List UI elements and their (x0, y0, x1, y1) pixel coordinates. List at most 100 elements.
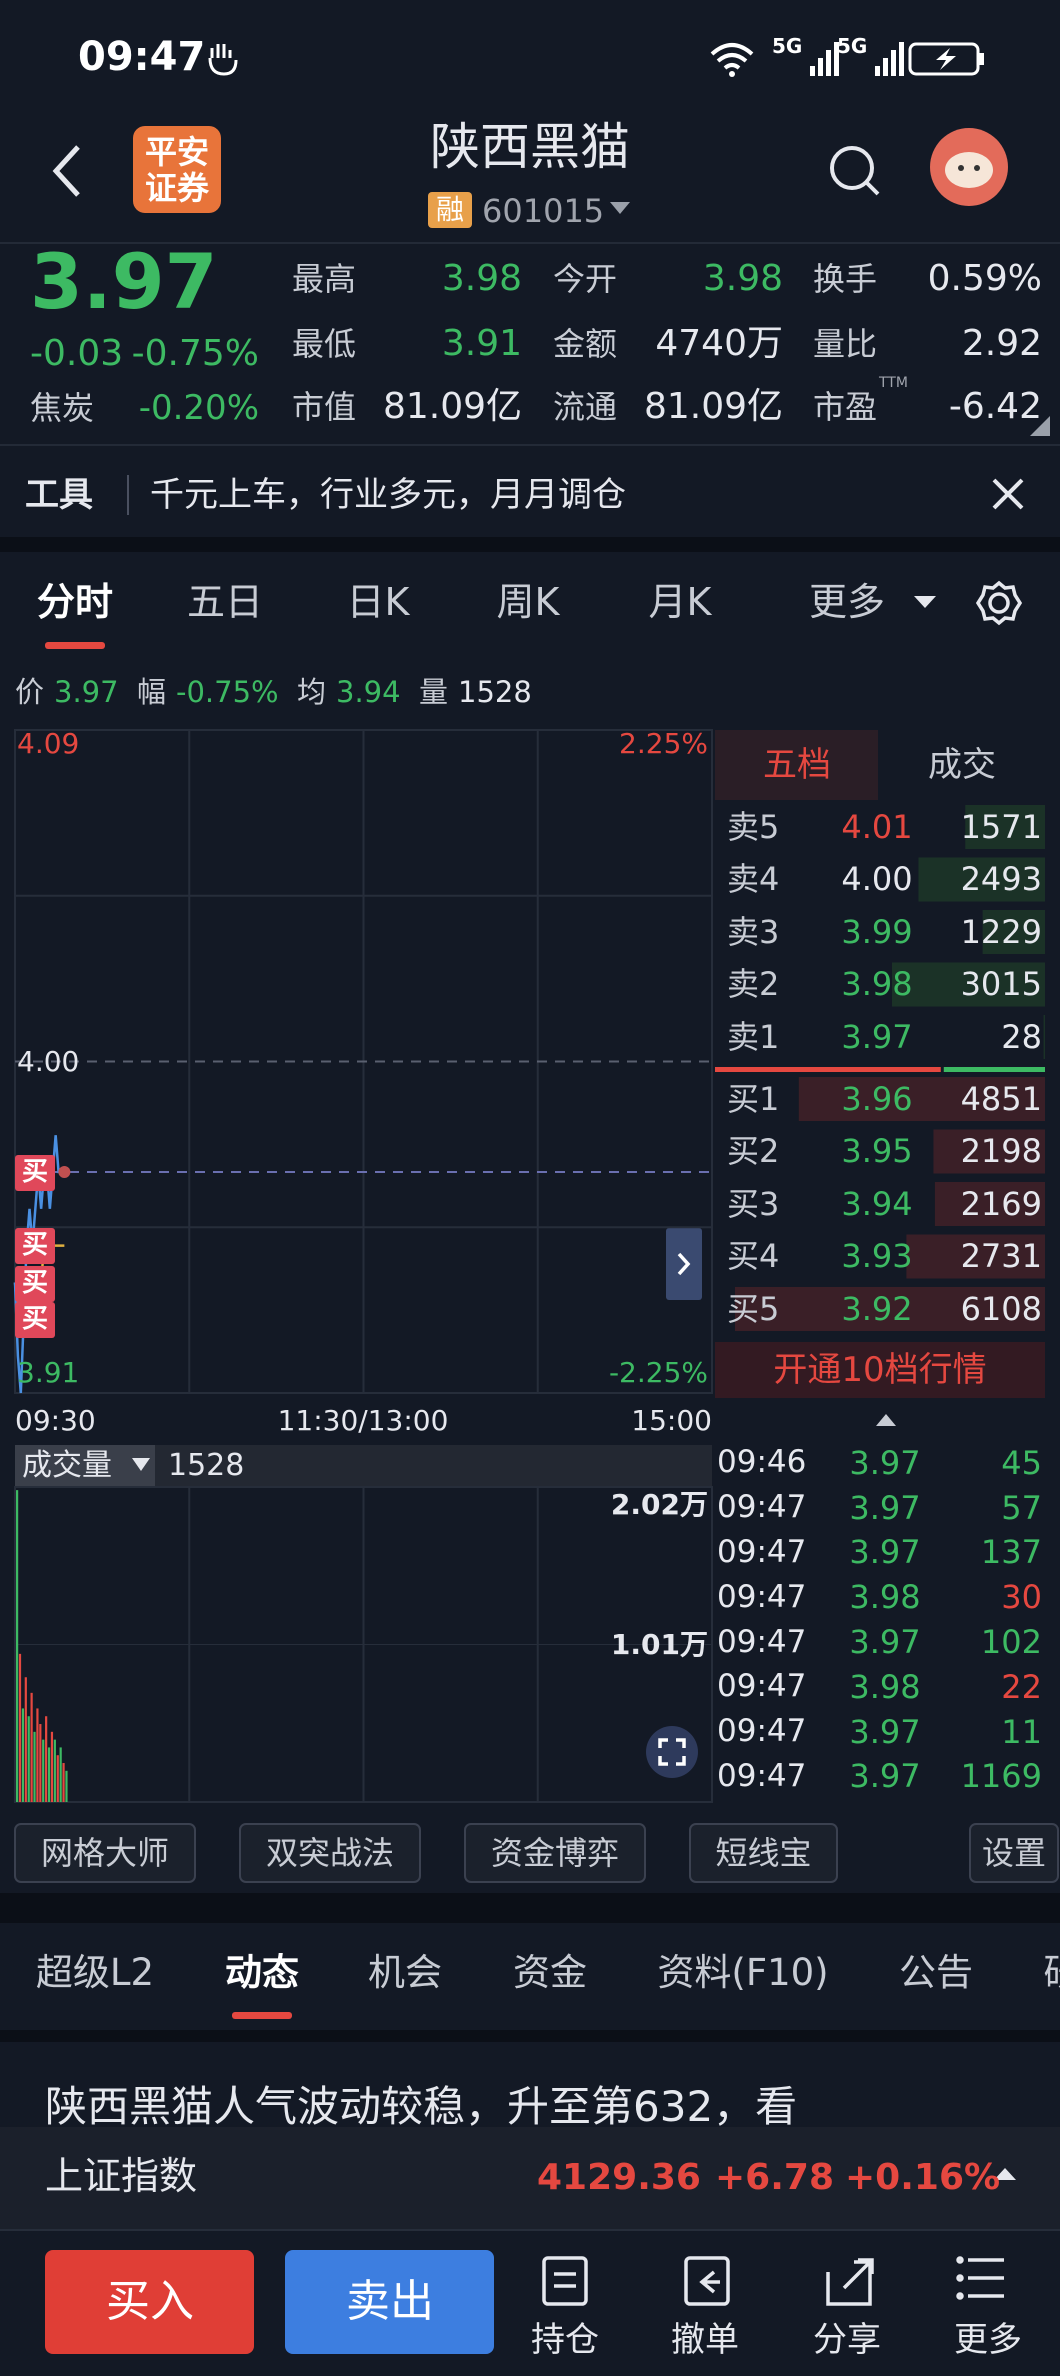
book-volume: 2169 (960, 1184, 1042, 1223)
depth-bar (934, 1182, 1045, 1226)
trade-price: 3.97 (849, 1533, 921, 1572)
expand-chevron[interactable] (674, 1244, 694, 1284)
stat-value: 81.09亿 (382, 386, 522, 428)
volume-bar (39, 1724, 42, 1802)
trade-volume: 137 (980, 1533, 1042, 1572)
summary-value: 3.97 (54, 674, 119, 709)
gesture-icon (208, 44, 238, 76)
logo-text: 平安 (144, 132, 210, 171)
info-tab[interactable]: 资金 (513, 1950, 587, 1994)
book-label: 买5 (727, 1289, 780, 1328)
volume-bar (16, 1490, 19, 1802)
trade-marker (15, 1266, 55, 1302)
fullscreen-button[interactable] (644, 1724, 700, 1780)
book-tab[interactable]: 成交 (928, 744, 996, 785)
buy-label[interactable]: 买入 (106, 2275, 194, 2327)
news-headline[interactable]: 陕西黑猫人气波动较稳，升至第632，看 (45, 2081, 798, 2127)
trade-volume: 45 (1001, 1443, 1042, 1482)
action-label[interactable]: 撤单 (671, 2319, 739, 2360)
trade-marker (15, 1228, 55, 1264)
chart-tab[interactable]: 月K (648, 580, 712, 625)
book-label: 买3 (727, 1184, 780, 1223)
tool-button-label[interactable]: 短线宝 (715, 1833, 812, 1872)
book-tab[interactable]: 五档 (763, 744, 831, 785)
expand-index[interactable] (992, 2164, 1018, 2184)
sell-button[interactable] (285, 2250, 494, 2354)
x-tick-label: 15:00 (631, 1404, 712, 1438)
depth-bar (891, 962, 1045, 1007)
tool-button (239, 1823, 421, 1883)
book-price: 4.01 (841, 807, 913, 846)
dropdown-arrow[interactable] (608, 198, 632, 218)
stat-label: 换手 (813, 259, 878, 298)
volume-bar (59, 1747, 62, 1802)
info-tab[interactable]: 公告 (899, 1950, 973, 1994)
chart-tab[interactable]: 分时 (36, 580, 114, 625)
trade-price: 3.98 (849, 1578, 921, 1617)
settings-button[interactable] (976, 580, 1022, 626)
tool-button-label[interactable]: 网格大师 (40, 1833, 170, 1872)
expand-button[interactable] (666, 1228, 702, 1300)
tool-button-label[interactable]: 双突战法 (265, 1833, 395, 1872)
info-tab[interactable]: 机会 (368, 1950, 442, 1994)
index-name[interactable]: 上证指数 (45, 2154, 198, 2199)
upgrade-link[interactable]: 开通10档行情 (773, 1349, 987, 1390)
book-volume: 28 (1001, 1017, 1042, 1056)
action-label[interactable]: 更多 (954, 2319, 1022, 2360)
tool-button (14, 1823, 196, 1883)
trade-marker-text: 买 (21, 1268, 49, 1299)
chart-tab[interactable]: 更多 (808, 580, 886, 625)
chart-tab[interactable]: 五日 (186, 580, 264, 625)
pct-tick-label: -2.25% (608, 1356, 708, 1390)
sell-label[interactable]: 卖出 (346, 2275, 434, 2327)
sector-name: 焦炭 (30, 388, 95, 427)
stat-label: 市盈 (813, 387, 878, 426)
y-tick-label: 3.91 (17, 1356, 80, 1390)
volume-selector[interactable] (15, 1445, 155, 1487)
volume-bar (33, 1731, 36, 1802)
chart-tab[interactable]: 日K (346, 580, 410, 625)
y-tick-label: 4.00 (17, 1044, 80, 1078)
more-arrow[interactable] (912, 592, 938, 614)
trade-time: 09:47 (717, 1578, 807, 1615)
book-price: 3.96 (841, 1079, 913, 1118)
tool-button-label[interactable]: 资金博弈 (490, 1833, 620, 1872)
volume-label[interactable]: 成交量 (22, 1448, 112, 1483)
x-tick-label: 09:30 (15, 1404, 96, 1438)
book-volume: 1571 (960, 807, 1042, 846)
tool-button-label[interactable]: 设置 (981, 1833, 1047, 1872)
depth-bar (933, 1129, 1045, 1174)
info-tab[interactable]: 动态 (225, 1950, 299, 1994)
divider (0, 242, 1060, 244)
info-tab[interactable]: 研 (1044, 1951, 1060, 1995)
broker-logo[interactable] (133, 126, 221, 213)
info-tab[interactable]: 资料(F10) (657, 1950, 829, 1994)
depth-bar (735, 1287, 1045, 1331)
info-tab[interactable]: 超级L2 (35, 1950, 155, 1994)
scroll-arrow[interactable] (874, 1410, 898, 1428)
book-label: 卖2 (727, 965, 780, 1004)
close-button[interactable] (988, 474, 1028, 514)
action-label[interactable]: 持仓 (531, 2319, 599, 2360)
summary-label: 幅 (137, 674, 167, 709)
action-label[interactable]: 分享 (813, 2319, 881, 2360)
chart-tab[interactable]: 周K (496, 580, 560, 625)
book-volume: 2198 (960, 1132, 1042, 1171)
buy-button[interactable] (45, 2250, 254, 2354)
search-button[interactable] (826, 142, 886, 202)
back-button[interactable] (48, 143, 88, 199)
tool-button (969, 1823, 1059, 1883)
margin-badge-text: 融 (435, 193, 465, 227)
book-price: 3.94 (841, 1184, 913, 1223)
book-volume: 6108 (960, 1289, 1042, 1328)
tool-button (464, 1823, 646, 1883)
upgrade-bg[interactable] (715, 1342, 1045, 1398)
stat-label: 今开 (553, 259, 618, 298)
index-value: 4129.36 (537, 2157, 701, 2199)
volume-bar (18, 1653, 22, 1802)
action-icons (542, 2256, 1004, 2306)
index-bar[interactable] (0, 2127, 1060, 2229)
banner-text[interactable]: 千元上车，行业多元，月月调仓 (150, 474, 626, 515)
avatar-button[interactable] (928, 126, 1010, 208)
volume-bar (47, 1747, 51, 1802)
